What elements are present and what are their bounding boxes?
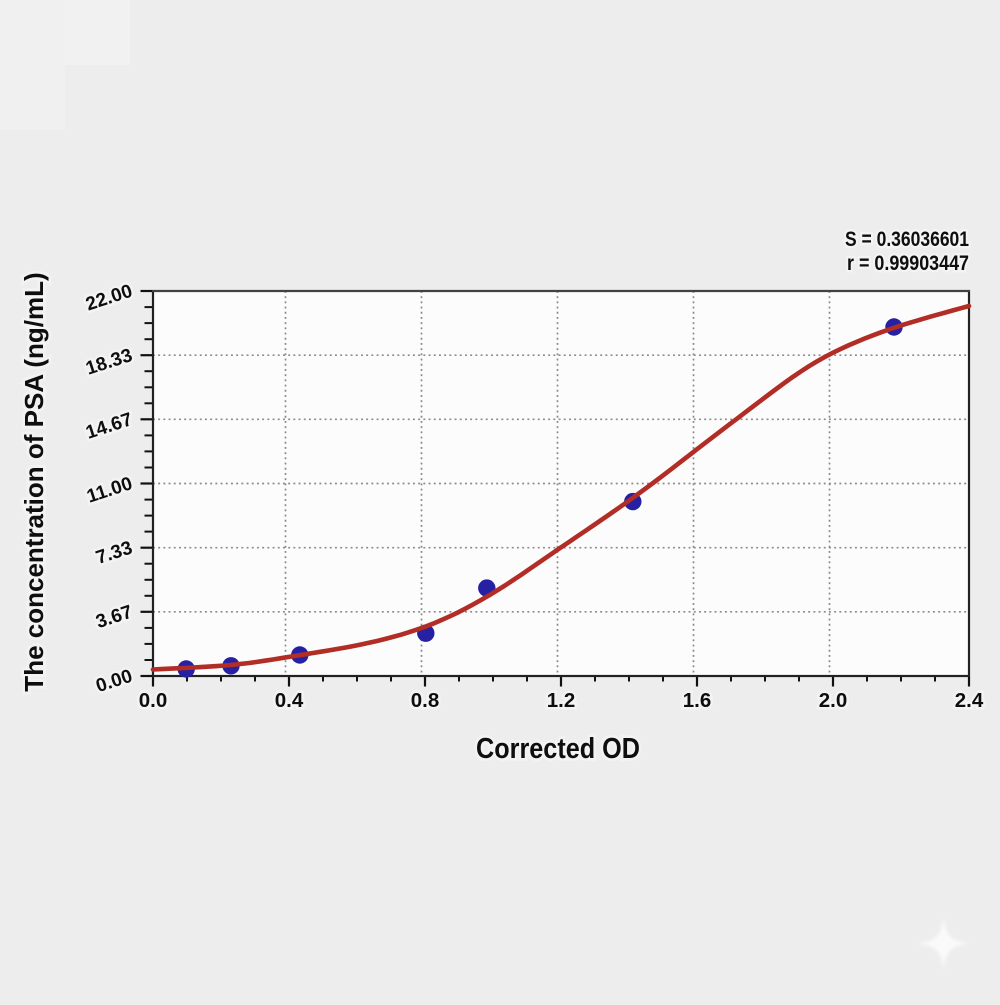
svg-text:2.0: 2.0 — [819, 689, 848, 712]
svg-text:0.8: 0.8 — [411, 689, 440, 712]
svg-text:The concentration of PSA (ng/m: The concentration of PSA (ng/mL) — [19, 272, 49, 691]
svg-text:1.2: 1.2 — [547, 689, 576, 712]
svg-text:S = 0.36036601: S = 0.36036601 — [845, 228, 969, 251]
svg-text:r = 0.99903447: r = 0.99903447 — [847, 252, 969, 275]
svg-text:Corrected OD: Corrected OD — [476, 733, 640, 765]
svg-text:0.4: 0.4 — [275, 689, 304, 712]
svg-text:0.0: 0.0 — [139, 689, 168, 712]
svg-text:2.4: 2.4 — [955, 689, 984, 712]
svg-text:1.6: 1.6 — [683, 689, 712, 712]
